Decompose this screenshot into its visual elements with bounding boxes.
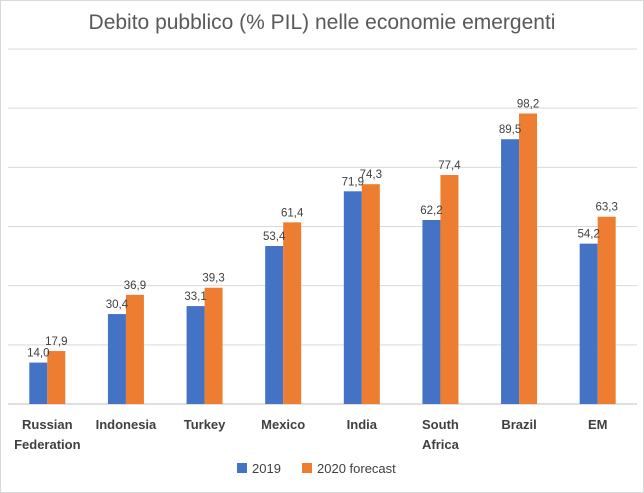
data-label: 30,4 [106, 299, 129, 311]
category-label: Turkey [184, 417, 226, 432]
bar-2019 [29, 362, 48, 404]
data-label: 74,3 [360, 169, 382, 181]
bar-2019 [186, 306, 205, 404]
bar-2019 [579, 243, 598, 404]
bar-2020-forecast [597, 216, 616, 404]
bar-2019 [422, 219, 441, 404]
chart-title: Debito pubblico (% PIL) nelle economie e… [89, 11, 556, 34]
bar-2020-forecast [283, 222, 302, 404]
data-label: 14,0 [27, 348, 49, 360]
bar-2020-forecast [125, 294, 144, 404]
category-label: Africa [422, 437, 460, 452]
category-label: Mexico [261, 417, 305, 432]
bar-2020-forecast [361, 184, 380, 404]
category-label: South [422, 417, 459, 432]
data-label: 71,9 [342, 176, 364, 188]
category-label: Federation [14, 437, 81, 452]
data-label: 63,3 [595, 202, 617, 214]
data-label: 54,2 [577, 229, 599, 241]
data-label: 39,3 [202, 273, 224, 285]
category-label: India [347, 417, 378, 432]
bar-2020-forecast [440, 175, 459, 404]
bar-2019 [107, 314, 126, 404]
bar-2019 [265, 246, 284, 404]
gridlines [8, 48, 637, 405]
bars [29, 113, 616, 404]
legend-label: 2020 forecast [317, 461, 396, 476]
data-label: 33,1 [184, 291, 206, 303]
data-label: 62,2 [420, 205, 442, 217]
legend-swatch [302, 463, 312, 473]
category-label: Russian [22, 417, 73, 432]
category-label: Indonesia [96, 417, 157, 432]
legend-swatch [237, 463, 247, 473]
data-label: 89,5 [499, 124, 521, 136]
category-label: EM [588, 417, 608, 432]
data-label: 61,4 [281, 207, 304, 219]
legend: 2019 2020 forecast [237, 461, 396, 476]
category-label: Brazil [501, 417, 536, 432]
bar-2020-forecast [47, 351, 66, 404]
bar-2020-forecast [204, 287, 223, 404]
data-label: 53,4 [263, 231, 286, 243]
data-labels: 14,017,9 30,4 36,9 33,1 39,3 53,4 61,4 71,974,3… [27, 98, 618, 359]
legend-label: 2019 [252, 461, 281, 476]
data-label: 17,9 [45, 336, 67, 348]
bar-2019 [343, 191, 362, 404]
bar-2019 [501, 139, 520, 404]
bar-2020-forecast [519, 113, 538, 404]
data-label: 36,9 [124, 280, 146, 292]
category-labels: Russian Federation Indonesia Turkey Mexico In… [14, 417, 607, 452]
data-label: 77,4 [438, 160, 461, 172]
data-label: 98,2 [517, 98, 539, 110]
